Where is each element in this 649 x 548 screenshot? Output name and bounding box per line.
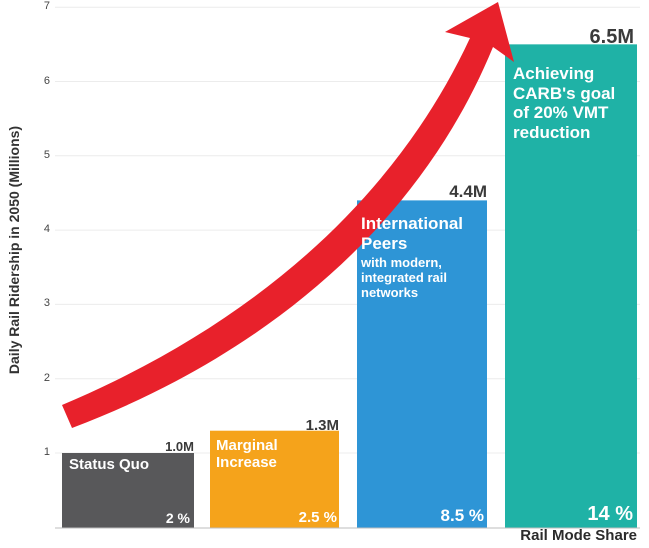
- y-tick-label: 5: [43, 148, 50, 161]
- bar: [62, 453, 194, 528]
- y-tick-label: 7: [43, 0, 50, 13]
- share-label-marginal-increase: 2.5 %: [298, 509, 337, 526]
- value-label-carb-goal: 6.5M: [589, 26, 634, 48]
- value-label-marginal-increase: 1.3M: [305, 417, 339, 434]
- bar-title-marginal-increase: Marginal Increase: [216, 437, 278, 472]
- bar: [210, 430, 339, 528]
- bar: [357, 200, 487, 528]
- bar-title-international-peers: International Peers: [361, 214, 464, 253]
- y-axis-label-text: Daily Rail Ridership in 2050 (Millions): [6, 125, 22, 375]
- y-tick-label: 3: [43, 297, 50, 310]
- y-tick-label: 1: [43, 446, 50, 458]
- y-tick-label: 2: [43, 371, 50, 384]
- share-label-carb-goal: 14 %: [587, 503, 633, 525]
- y-tick-label: 6: [43, 74, 50, 87]
- bar-title-status-quo: Status Quo: [69, 456, 150, 473]
- bar-subtitle-international-peers: with modern, integrated rail networks: [361, 255, 447, 300]
- y-tick-label: 4: [43, 223, 50, 236]
- share-label-international-peers: 8.5 %: [440, 506, 484, 525]
- trend-arrow: [62, 2, 514, 428]
- bar: [505, 44, 637, 528]
- bars: [62, 44, 637, 528]
- share-label-status-quo: 2 %: [165, 510, 190, 526]
- x-axis-label: Rail Mode Share: [520, 527, 637, 544]
- value-label-international-peers: 4.4M: [449, 182, 487, 201]
- value-label-status-quo: 1.0M: [165, 439, 194, 454]
- bar-title-carb-goal: Achieving CARB's goal of 20% VMT reducti…: [513, 64, 616, 142]
